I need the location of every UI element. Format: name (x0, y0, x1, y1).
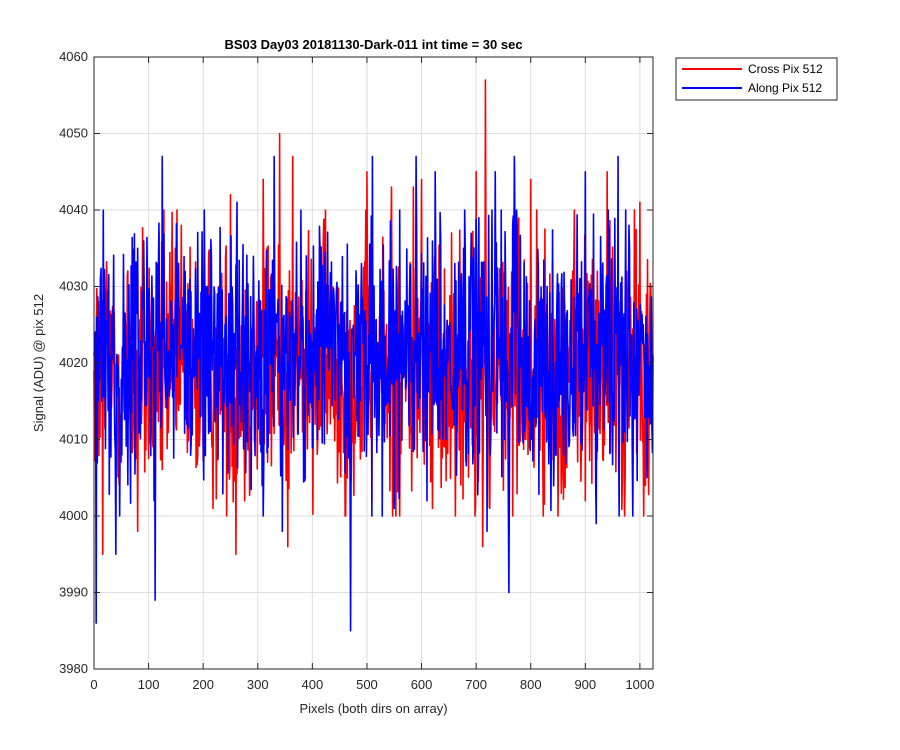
x-tick-label: 0 (90, 677, 97, 692)
x-tick-label: 700 (465, 677, 487, 692)
x-tick-label: 600 (411, 677, 433, 692)
x-tick-label: 100 (138, 677, 160, 692)
series-along-pix-512 (93, 155, 654, 632)
legend: Cross Pix 512 Along Pix 512 (675, 57, 838, 101)
y-tick-label: 4000 (59, 508, 88, 523)
legend-box (675, 57, 838, 101)
x-tick-label: 900 (574, 677, 596, 692)
y-tick-label: 4050 (59, 126, 88, 141)
legend-label-cross: Cross Pix 512 (748, 62, 823, 76)
x-tick-label: 300 (247, 677, 269, 692)
y-tick-label: 3980 (59, 661, 88, 676)
y-tick-label: 3990 (59, 585, 88, 600)
y-axis-title: Signal (ADU) @ pix 512 (31, 294, 46, 432)
y-tick-label: 4020 (59, 355, 88, 370)
x-tick-label: 500 (356, 677, 378, 692)
x-tick-label: 400 (302, 677, 324, 692)
legend-label-along: Along Pix 512 (748, 81, 822, 95)
x-tick-label: 200 (192, 677, 214, 692)
chart-title: BS03 Day03 20181130-Dark-011 int time = … (224, 37, 522, 52)
x-axis-title: Pixels (both dirs on array) (299, 701, 447, 716)
y-tick-label: 4060 (59, 49, 88, 64)
x-tick-label: 800 (520, 677, 542, 692)
series-layer (93, 79, 654, 632)
y-tick-label: 4010 (59, 432, 88, 447)
y-tick-label: 4030 (59, 279, 88, 294)
axis-ticks: 0 100 200 300 400 500 600 700 800 900 1000 3980 3990… (59, 49, 654, 692)
y-tick-label: 4040 (59, 202, 88, 217)
x-tick-label: 1000 (625, 677, 654, 692)
